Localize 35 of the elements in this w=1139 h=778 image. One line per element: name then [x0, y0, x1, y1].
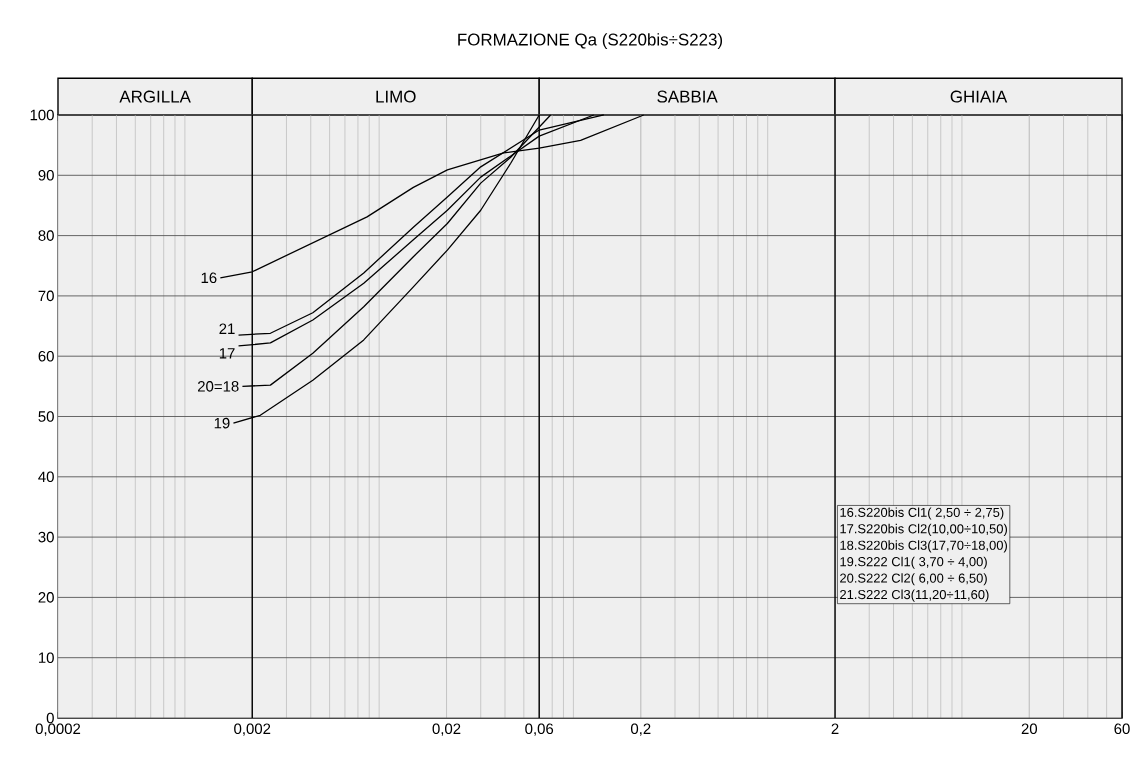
x-tick-label: 0,0002: [35, 723, 81, 736]
y-tick-label: 80: [38, 230, 54, 241]
annotation: 20.S222 Cl2( 6,00 ÷ 6,50): [840, 573, 987, 586]
y-tick-label: 60: [38, 350, 54, 362]
series-label: 17: [219, 348, 235, 359]
band-label: LIMO: [376, 90, 416, 103]
annotation: 19.S222 Cl1( 3,70 ÷ 4,00): [840, 556, 987, 569]
y-tick-label: 10: [38, 652, 54, 663]
y-tick-label: 50: [38, 411, 54, 422]
band-label: ARGILLA: [119, 90, 191, 103]
y-tick-label: 90: [38, 170, 54, 181]
series-label: 21: [219, 323, 235, 334]
annotation: 17.S220bis Cl2(10,00÷10,50): [840, 523, 1007, 536]
x-tick-label: 0,2: [630, 723, 651, 736]
annotation: 21.S222 Cl3(11,20÷11,60): [840, 589, 989, 602]
chart-title: FORMAZIONE Qa (S220bis÷S223): [458, 33, 723, 49]
band-label: GHIAIA: [950, 90, 1008, 103]
y-tick-label: 30: [38, 531, 54, 543]
series-label: 19: [214, 417, 230, 429]
annotation: 18.S220bis Cl3(17,70÷18,00): [840, 540, 1007, 553]
band-label: SABBIA: [657, 90, 718, 103]
x-tick-label: 0,06: [525, 723, 554, 736]
annotation: 16.S220bis Cl1( 2,50 ÷ 2,75): [840, 507, 1004, 520]
y-tick-label: 70: [38, 290, 54, 302]
x-tick-label: 60: [1114, 723, 1130, 735]
x-tick-label: 2: [831, 723, 839, 734]
series-label: 20=18: [198, 381, 239, 392]
x-tick-label: 0,002: [234, 723, 271, 736]
y-tick-label: 40: [38, 471, 54, 483]
y-tick-label: 20: [38, 592, 54, 603]
x-tick-label: 0,02: [432, 723, 461, 736]
y-tick-label: 0: [46, 712, 54, 724]
x-tick-label: 20: [1021, 723, 1038, 735]
y-tick-label: 100: [30, 109, 54, 121]
series-label: 16: [201, 272, 217, 284]
